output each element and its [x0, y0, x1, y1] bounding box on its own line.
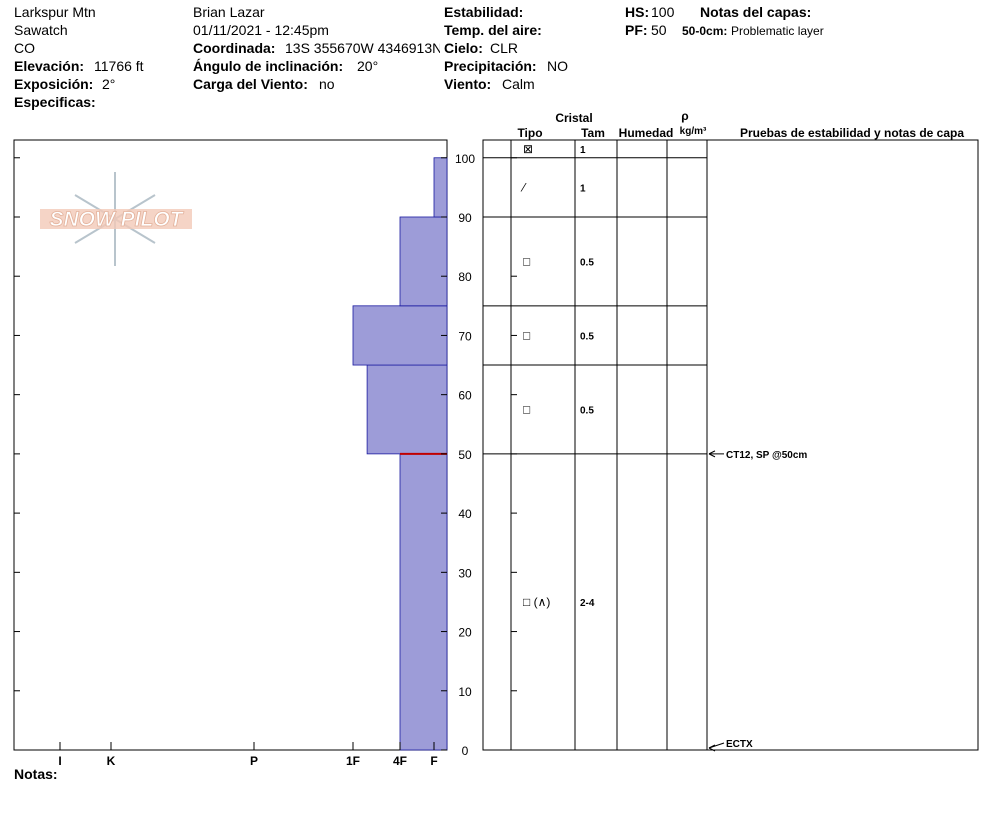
column-header: Pruebas de estabilidad y notas de capa [740, 126, 964, 140]
arrow-head [708, 450, 716, 458]
y-tick-label: 90 [458, 211, 472, 225]
hardness-bar [366, 364, 448, 455]
value: 13S 355670W 4346913N [285, 40, 442, 56]
hardness-bar [399, 453, 448, 751]
value: Calm [502, 76, 535, 92]
value: 11766 ft [94, 58, 144, 74]
mask [440, 40, 615, 60]
y-tick-label: 60 [458, 389, 472, 403]
layer-note-text: Problematic layer [731, 24, 824, 38]
x-tick-label: I [58, 754, 61, 768]
column-header: Humedad [619, 126, 674, 140]
crystal-size: 0.5 [580, 331, 594, 342]
crystal-type: □ (∧) [523, 595, 550, 609]
label: Viento: [444, 76, 491, 92]
value: 20° [357, 58, 378, 74]
hardness-bar [433, 157, 448, 218]
x-tick-label: 4F [393, 754, 407, 768]
label: Cielo: [444, 40, 483, 56]
label: PF: [625, 22, 648, 38]
value: 100 [651, 4, 675, 20]
state: CO [14, 40, 35, 56]
label: Exposición: [14, 76, 93, 92]
y-tick-label: 0 [462, 744, 469, 758]
x-tick-label: F [430, 754, 437, 768]
crystal-type: □ [523, 402, 530, 416]
crystal-type: ⁄ [520, 180, 527, 194]
value: 50 [651, 22, 667, 38]
value: CLR [490, 40, 518, 56]
column-header: ρ [681, 109, 688, 123]
x-tick-label: 1F [346, 754, 360, 768]
hardness-bar [399, 216, 448, 307]
y-tick-label: 20 [458, 626, 472, 640]
y-tick-label: 10 [458, 685, 472, 699]
crystal-size: 0.5 [580, 257, 594, 268]
column-header: Tipo [517, 126, 542, 140]
label: Ángulo de inclinación: [193, 58, 343, 74]
watermark-band [40, 209, 192, 229]
y-tick-label: 100 [455, 152, 475, 166]
value: 2° [102, 76, 115, 92]
label: Estabilidad: [444, 4, 523, 20]
y-tick-label: 50 [458, 448, 472, 462]
value: no [319, 76, 335, 92]
x-tick-label: K [107, 754, 116, 768]
crystal-type: □ [523, 328, 530, 342]
label: Carga del Viento: [193, 76, 308, 92]
datetime: 01/11/2021 - 12:45pm [193, 22, 329, 38]
column-header: Tam [581, 126, 605, 140]
crystal-size: 2-4 [580, 598, 595, 609]
test-label: ECTX [726, 739, 753, 750]
layer-note-range: 50-0cm: [682, 24, 727, 38]
label: Coordinada: [193, 40, 275, 56]
label: Especificas: [14, 94, 96, 110]
crystal-type: ⊠ [523, 142, 533, 156]
value: NO [547, 58, 568, 74]
notes-label: Notas: [14, 766, 58, 782]
y-tick-label: 80 [458, 270, 472, 284]
label: HS: [625, 4, 649, 20]
crystal-size: 1 [580, 145, 586, 156]
y-tick-label: 30 [458, 566, 472, 580]
y-tick-label: 40 [458, 507, 472, 521]
location: Larkspur Mtn [14, 4, 96, 20]
arrow-head [708, 744, 716, 752]
observer: Brian Lazar [193, 4, 265, 20]
test-label: CT12, SP @50cm [726, 450, 807, 461]
y-tick-label: 70 [458, 329, 472, 343]
watermark: SNOW PILOT [50, 208, 185, 231]
range: Sawatch [14, 22, 68, 38]
column-header: Cristal [555, 111, 592, 125]
hardness-bar [352, 305, 448, 366]
label: Notas del capas: [700, 4, 811, 20]
label: Precipitación: [444, 58, 537, 74]
column-header: kg/m³ [680, 126, 707, 137]
layer-table-frame [482, 139, 979, 751]
crystal-size: 1 [580, 183, 586, 194]
crystal-type: □ [523, 254, 530, 268]
crystal-size: 0.5 [580, 405, 594, 416]
label: Elevación: [14, 58, 84, 74]
label: Temp. del aire: [444, 22, 542, 38]
x-tick-label: P [250, 754, 258, 768]
